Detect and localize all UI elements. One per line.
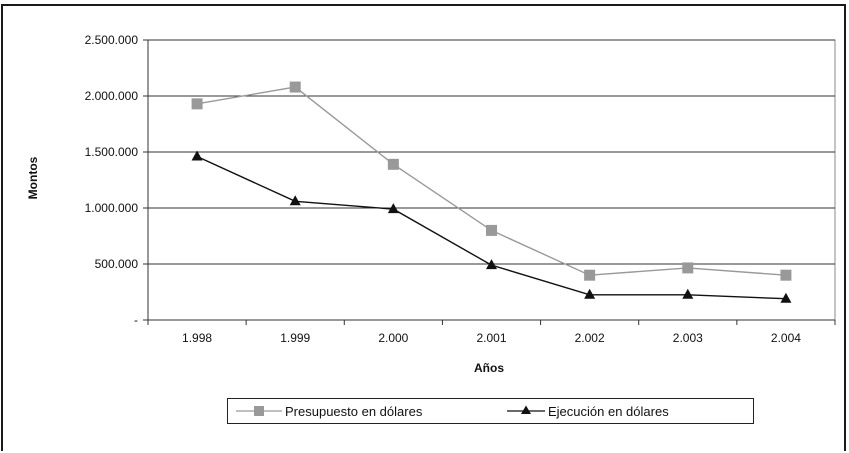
legend-label-ejecucion: Ejecución en dólares <box>548 403 669 419</box>
y-tick-label: 500.000 <box>95 257 139 271</box>
y-axis-title: Montos <box>26 156 40 199</box>
x-axis-title: Años <box>474 361 504 375</box>
y-tick-labels: - 500.000 1.000.000 1.500.000 2.000.000 2.500… <box>85 33 139 327</box>
data-point-presupuesto <box>780 269 792 281</box>
legend-label-presupuesto: Presupuesto en dólares <box>285 403 423 419</box>
square-marker-icon <box>236 406 282 416</box>
x-tick-label: 1.998 <box>182 331 212 345</box>
triangle-marker-icon <box>507 405 545 414</box>
legend-item-ejecucion: Ejecución en dólares <box>505 399 669 423</box>
series-line-presupuesto <box>196 86 786 276</box>
data-point-ejecucion <box>486 259 497 270</box>
data-point-presupuesto <box>486 224 497 236</box>
y-tick-label: 1.500.000 <box>85 145 139 159</box>
legend: Presupuesto en dólares Ejecución en dóla… <box>227 398 754 424</box>
data-point-presupuesto <box>191 98 203 110</box>
gridlines <box>147 39 836 321</box>
x-tick-label: 2.004 <box>771 331 801 345</box>
data-point-ejecucion <box>387 203 399 214</box>
y-tick-label: 2.500.000 <box>85 33 139 47</box>
y-tick-label: 2.000.000 <box>85 89 139 103</box>
data-point-ejecucion <box>191 150 203 161</box>
legend-item-presupuesto: Presupuesto en dólares <box>234 399 422 423</box>
x-tick-labels: 1.998 1.999 2.000 2.001 2.002 2.003 2.004 <box>182 331 801 345</box>
x-tick-label: 1.999 <box>280 331 310 345</box>
x-tick-label: 2.003 <box>673 331 703 345</box>
chart-frame <box>1 4 846 451</box>
data-point-presupuesto <box>387 158 399 170</box>
y-tick-label: 1.000.000 <box>85 201 139 215</box>
x-tick-label: 2.000 <box>378 331 408 345</box>
data-point-ejecucion <box>780 292 792 303</box>
data-point-ejecucion <box>289 195 301 206</box>
data-point-presupuesto <box>584 269 596 281</box>
series <box>191 81 792 303</box>
data-point-ejecucion <box>584 288 596 299</box>
data-point-presupuesto <box>289 81 301 93</box>
x-tick-label: 2.002 <box>575 331 605 345</box>
x-tick-label: 2.001 <box>476 331 506 345</box>
axes <box>143 39 836 325</box>
plot-area-border <box>147 39 836 321</box>
y-tick-label: - <box>134 313 138 327</box>
data-point-ejecucion <box>682 288 694 299</box>
data-point-presupuesto <box>682 262 694 274</box>
